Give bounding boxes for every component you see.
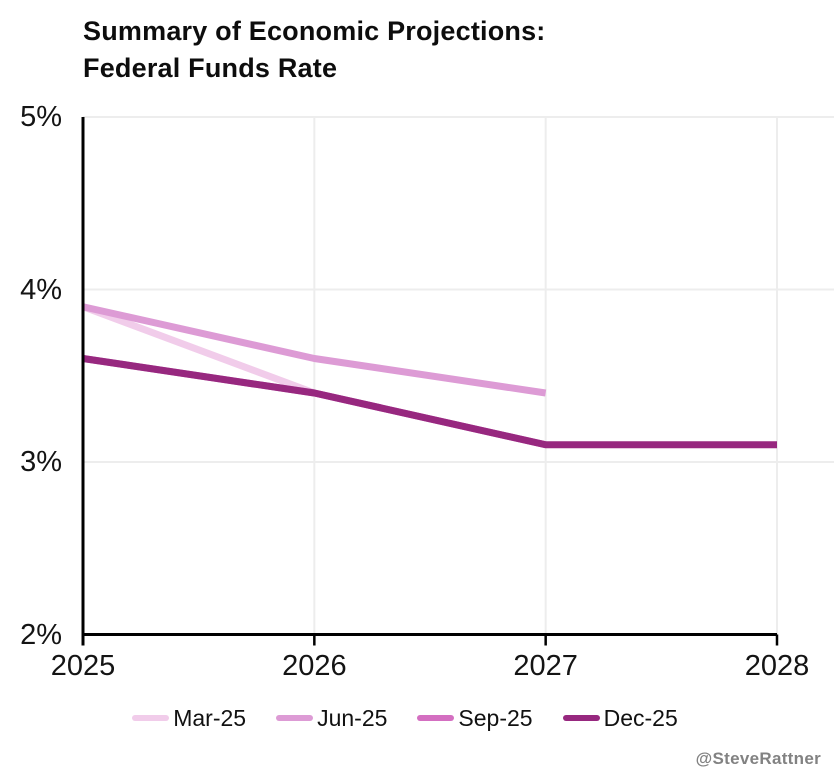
chart-title-line-2: Federal Funds Rate <box>83 53 338 83</box>
y-tick-label: 3% <box>20 446 62 478</box>
watermark: @SteveRattner <box>695 749 821 768</box>
legend-swatch-icon <box>276 715 314 721</box>
legend-label: Jun-25 <box>317 705 388 731</box>
series-line-dec-25 <box>82 355 777 449</box>
legend-item-jun-25: Jun-25 <box>276 703 387 733</box>
x-tick-label: 2026 <box>282 650 347 682</box>
legend-item-sep-25: Sep-25 <box>417 703 533 733</box>
series-line-jun-25 <box>82 303 547 397</box>
y-tick-label: 2% <box>20 618 62 651</box>
legend-swatch-icon <box>417 715 455 721</box>
x-tick-label: 2025 <box>50 650 116 682</box>
y-tick-label: 5% <box>20 101 62 133</box>
chart-title: Summary of Economic Projections: Federal… <box>83 13 546 87</box>
x-tick-label: 2028 <box>744 650 810 682</box>
legend-swatch-icon <box>132 715 170 721</box>
y-tick-label: 4% <box>20 273 62 306</box>
legend-swatch-icon <box>562 715 600 721</box>
legend-item-mar-25: Mar-25 <box>132 703 246 733</box>
chart-title-line-1: Summary of Economic Projections: <box>83 16 546 46</box>
legend-label: Dec-25 <box>603 705 678 731</box>
legend: Mar-25 Jun-25 Sep-25 Dec-25 <box>0 703 810 733</box>
legend-label: Mar-25 <box>173 705 247 731</box>
x-tick-label: 2027 <box>513 650 578 682</box>
legend-label: Sep-25 <box>458 705 533 731</box>
legend-item-dec-25: Dec-25 <box>562 703 678 733</box>
